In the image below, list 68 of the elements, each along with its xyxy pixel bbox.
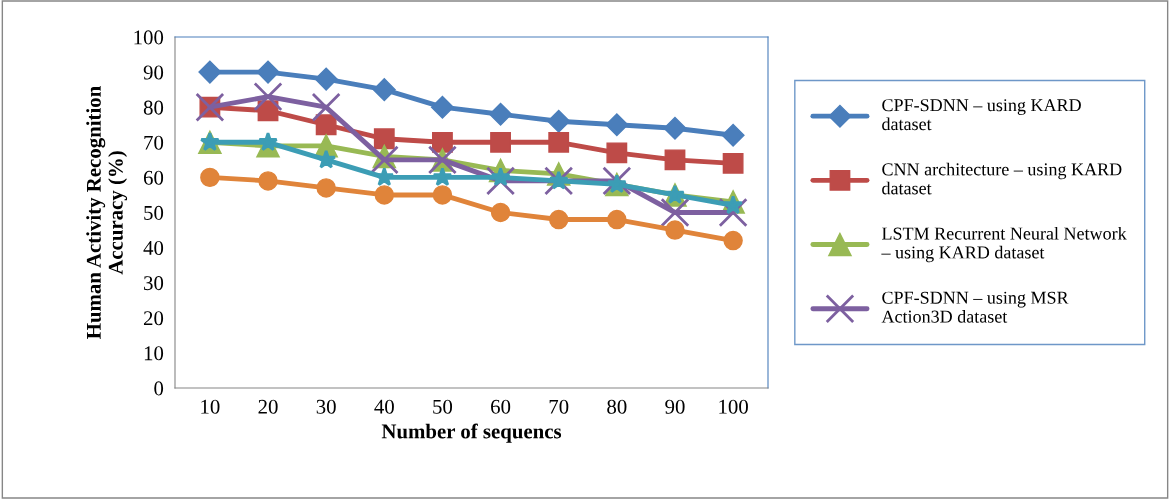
point [544,166,574,196]
x-axis-title: Number of sequencs [381,423,562,443]
y-tick-label: 20 [143,311,164,326]
point [432,166,453,187]
y-tick-label: 100 [134,30,164,45]
y-tick-label: 40 [143,240,164,256]
y-tick-label: 50 [144,205,164,220]
point [548,209,569,230]
point [660,197,690,228]
point [485,166,516,196]
x-tick-label: 10 [201,399,220,414]
y-tick-label: 0 [154,381,164,396]
point [548,131,570,153]
point [198,60,222,84]
point [258,171,278,191]
y-tick-label: 30 [144,276,164,291]
point [200,167,220,188]
point [369,145,399,175]
point [547,109,571,133]
point [490,131,511,153]
point [432,131,453,153]
point [373,128,395,150]
legend-label: CPF-SDNN – using KARD dataset [882,99,1081,131]
x-tick-label: 60 [491,399,511,414]
point [721,123,745,147]
point [311,92,341,122]
point [548,170,569,190]
point [489,102,513,126]
point [432,185,453,205]
point [256,60,280,84]
point [316,178,336,198]
point [605,113,629,137]
x-tick-label: 40 [374,399,394,414]
y-tick-label: 60 [143,170,164,185]
y-tick-label: 90 [143,65,164,80]
y-tick-label: 70 [144,135,164,150]
point [723,195,744,215]
legend-label: CPF-SDNN – using MSR Action3D dataset [881,291,1069,323]
legend-label: CNN architecture – using KARD dataset [882,162,1122,195]
point [663,116,687,140]
point [607,209,627,230]
x-tick-label: 20 [258,399,278,414]
point [723,230,743,251]
point [372,78,396,102]
x-tick-label: 100 [719,399,748,414]
y-axis-title: Human Activity Recognition Accuracy (%) [86,86,128,339]
x-tick-label: 70 [549,399,569,414]
point [374,166,395,187]
point [665,220,685,240]
x-tick-label: 50 [433,399,453,414]
x-tick-label: 80 [607,399,627,414]
y-tick-label: 10 [144,346,164,361]
point [253,82,283,112]
point [316,149,337,169]
point [315,114,337,136]
point [718,197,748,228]
point [606,142,628,164]
x-tick-label: 90 [665,399,685,414]
point [722,152,744,174]
point [664,149,686,171]
x-tick-label: 30 [316,399,336,414]
point [374,185,395,205]
legend-label: LSTM Recurrent Neural Network – using KARD dataset [881,226,1127,263]
y-tick-label: 80 [143,100,164,115]
point [430,95,454,119]
point [490,202,511,223]
point [258,131,278,151]
point [314,67,338,91]
